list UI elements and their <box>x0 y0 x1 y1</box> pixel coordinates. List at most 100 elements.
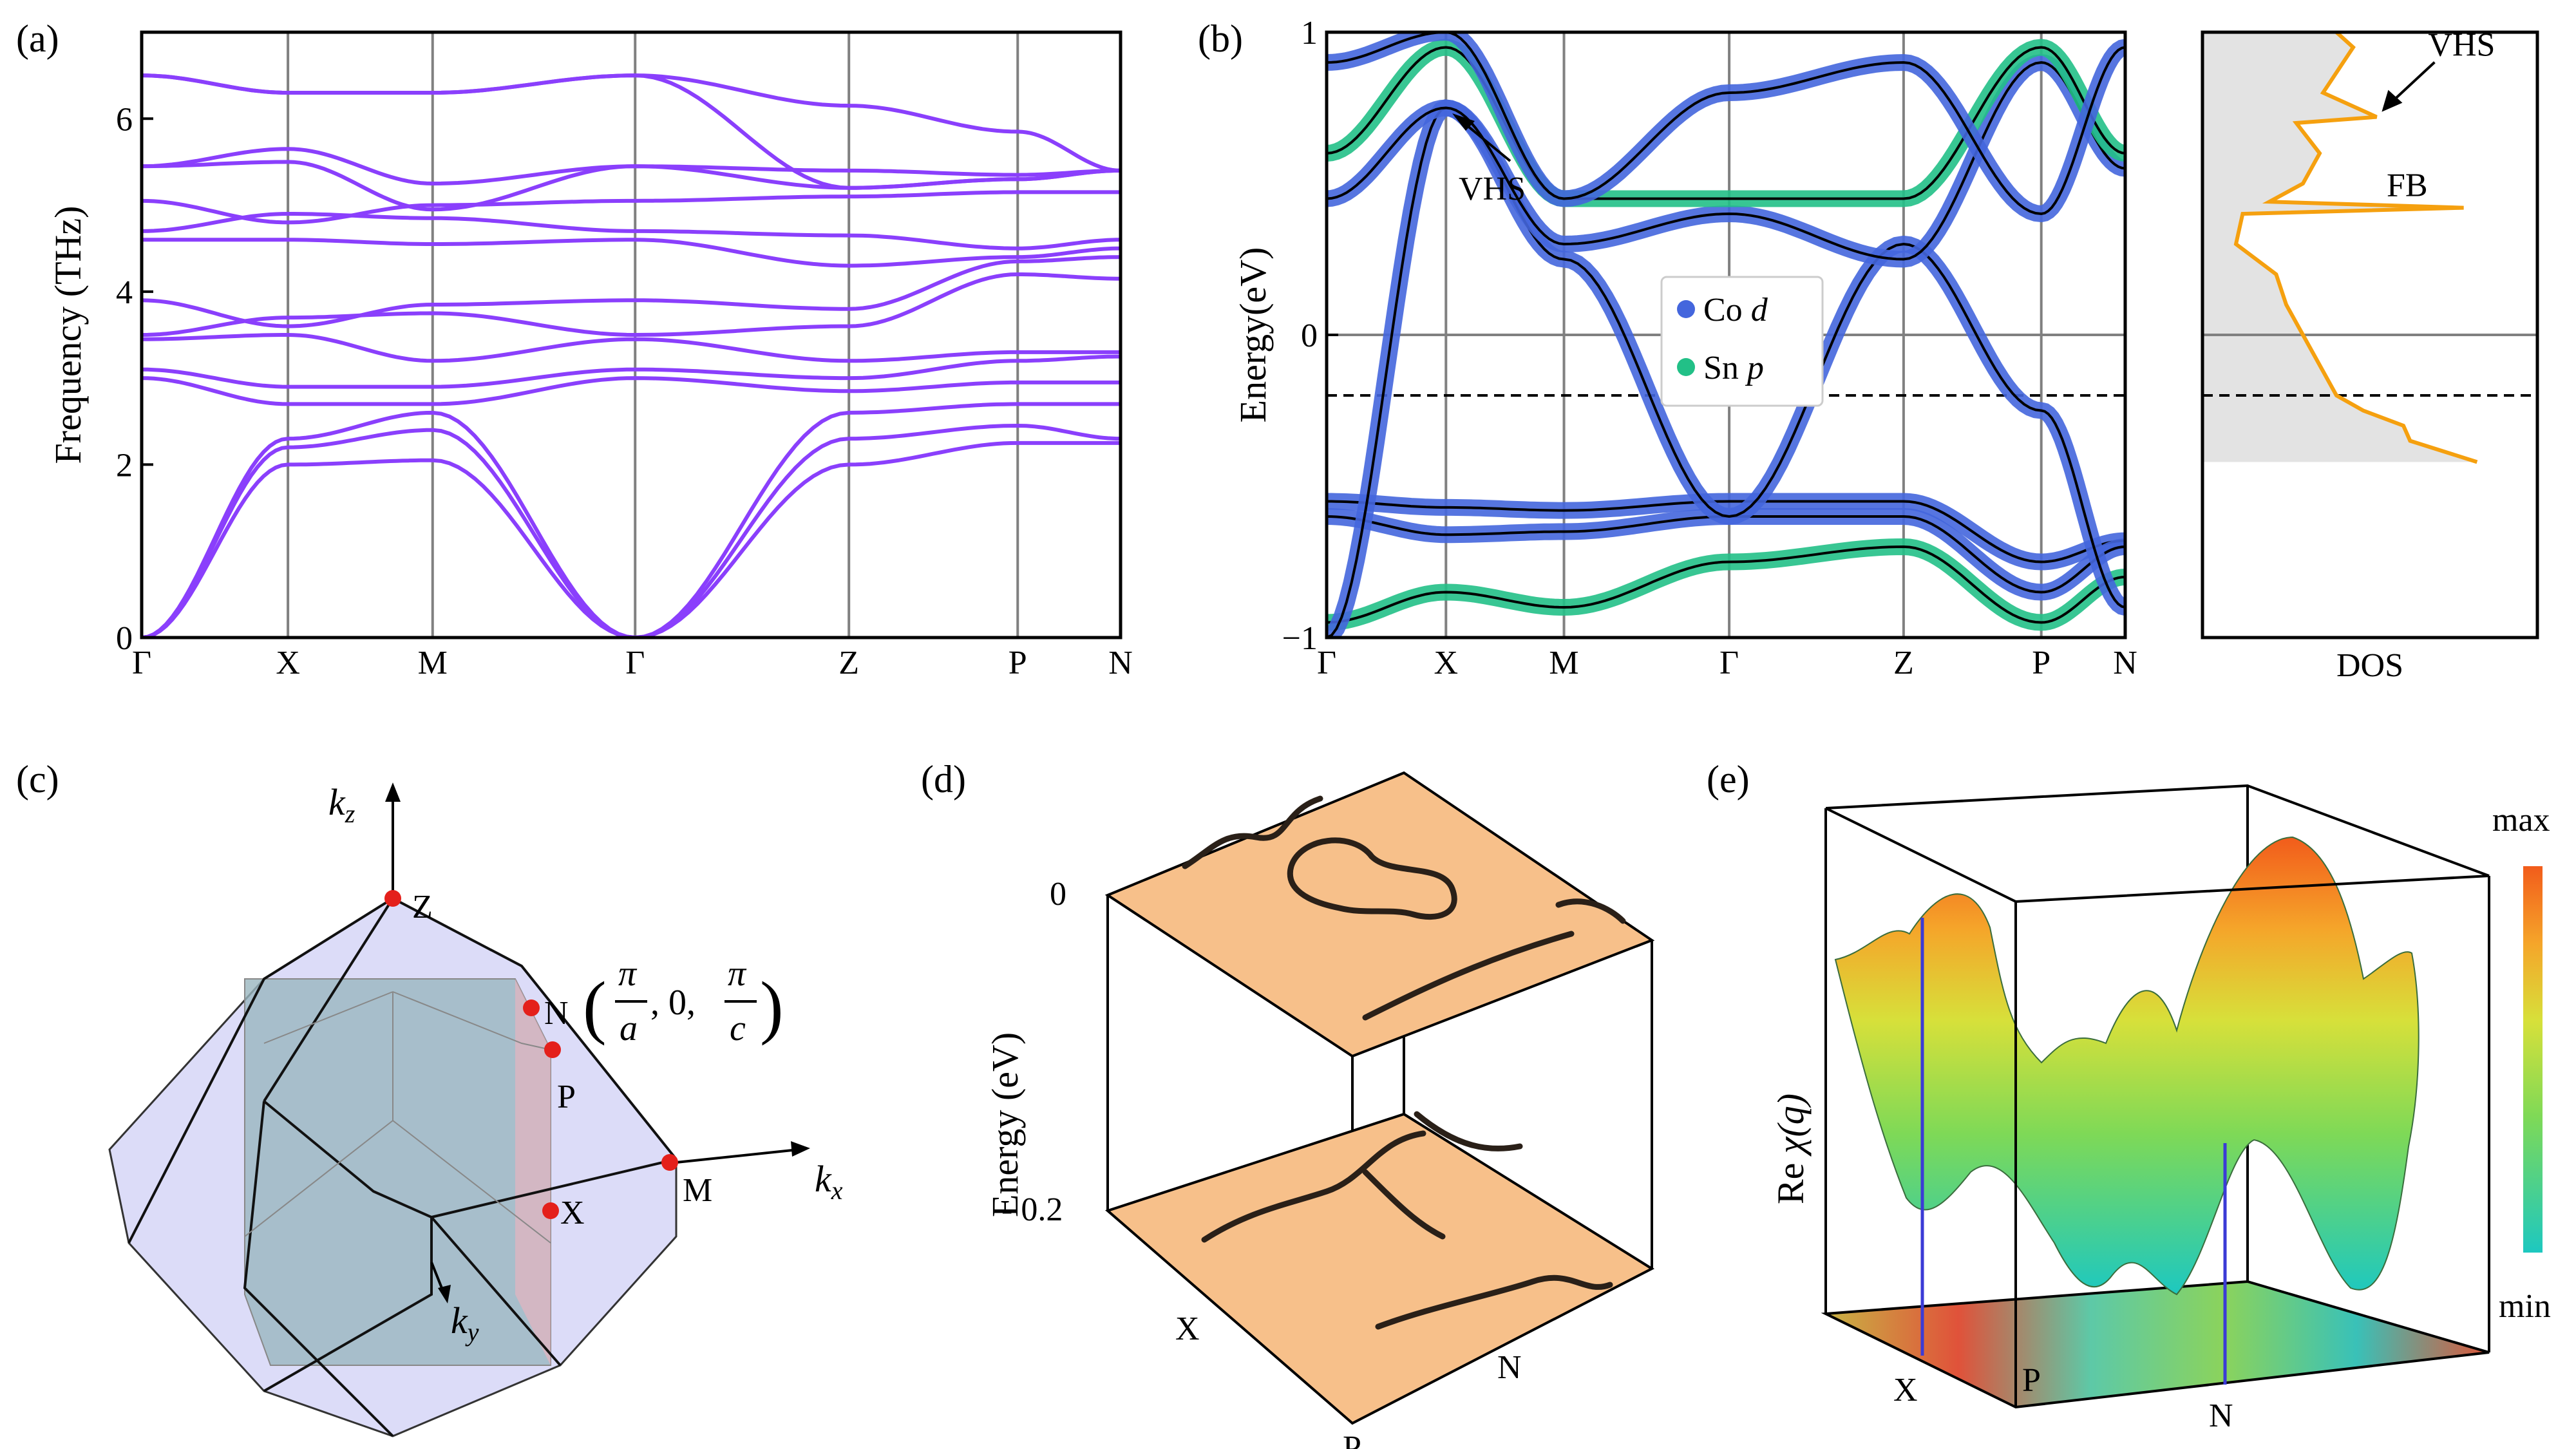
panel-d-surfaces: Energy (eV) 0 - 0.2 X N P <box>984 771 1655 1449</box>
e-edge <box>1825 807 2490 904</box>
n-coord-mid: , 0, <box>650 983 696 1023</box>
panel-e-label: (e) <box>1707 758 1750 800</box>
bz-label-P: P <box>557 1079 576 1115</box>
series-group <box>1327 32 2125 638</box>
kz-label: kz <box>328 781 355 828</box>
series-branch5 <box>142 354 1121 389</box>
bz-edge <box>263 1100 562 1367</box>
d-top-plane <box>1104 771 1655 1058</box>
d-bottom-plane <box>1105 1112 1655 1425</box>
legend-sn-marker <box>1677 358 1695 376</box>
bz-edge <box>263 1217 433 1392</box>
bz-label-M: M <box>683 1172 712 1209</box>
ky-label: ky <box>451 1300 479 1347</box>
e-ylabel: Re χ(q) <box>1770 1094 1812 1204</box>
ytick-label: 1 <box>1301 15 1318 52</box>
e-edge <box>1825 784 2490 877</box>
legend-sn-text: Sn p <box>1703 350 1764 386</box>
d-contour <box>1201 1130 1426 1243</box>
bz-edge <box>128 897 394 1244</box>
series-band7 <box>1327 32 2125 216</box>
series-dos <box>2233 30 2478 464</box>
bz-point-Z <box>384 890 401 907</box>
panel-c-label: (c) <box>16 758 59 800</box>
series-branch15 <box>142 73 1121 173</box>
ytick-label: 4 <box>116 274 133 311</box>
bz-edge <box>431 1158 677 1218</box>
kx-axis <box>676 1148 799 1164</box>
vhs-label-b: VHS <box>1459 171 1526 207</box>
bz-edge <box>263 897 394 1103</box>
d-tick-02: - 0.2 <box>1001 1191 1063 1228</box>
xtick-label: M <box>418 645 448 681</box>
dos-vhs-label: VHS <box>2428 27 2495 64</box>
bz-point-P <box>544 1041 561 1058</box>
panel-e-chi: Re χ(q) X P N max min <box>1770 784 2551 1434</box>
d-contour <box>1555 898 1626 924</box>
e-box-front <box>1825 807 2490 1407</box>
bz-edge <box>392 897 677 1160</box>
ytick-label: 0 <box>1301 317 1318 354</box>
series-band1 <box>1327 500 2125 564</box>
plot-frame <box>140 30 1122 639</box>
ytick-label: −1 <box>1282 620 1318 657</box>
dos-vhs-arrow-head <box>2382 90 2403 112</box>
series-band3 <box>1327 545 2125 624</box>
bz-hidden-edge <box>244 1120 393 1237</box>
bz-hidden-edges <box>244 991 551 1244</box>
panel-b-bands: −1 0 1 Γ X M Γ Z P N Energy(eV) <box>1232 15 2137 681</box>
bz-point-N <box>523 999 540 1016</box>
legend-b: Co d Sn p <box>1660 276 1824 407</box>
d-tick-0: 0 <box>1050 876 1066 913</box>
n-coord-pi1: π <box>618 954 638 994</box>
dos-xlabel: DOS <box>2336 647 2403 684</box>
d-contour-pocket <box>1287 837 1457 920</box>
series-group <box>142 73 1121 638</box>
d-contour <box>1375 1274 1613 1330</box>
vhs-arrow-head <box>1452 113 1475 131</box>
bz-label-X: X <box>560 1195 585 1231</box>
ylabel: Frequency (THz) <box>47 206 89 464</box>
d-contour <box>1362 1169 1446 1240</box>
e-surface <box>1834 836 2420 1296</box>
ytick-label: 6 <box>116 101 133 138</box>
panel-b-label: (b) <box>1198 17 1243 60</box>
series-branch4 <box>142 376 1121 406</box>
xtick-label: Γ <box>132 645 151 681</box>
e-label-P: P <box>2022 1362 2041 1399</box>
bz-hidden-edge <box>392 991 551 1050</box>
bz-point-M <box>661 1154 678 1171</box>
d-contour <box>1414 1111 1523 1151</box>
e-label-N: N <box>2209 1397 2233 1434</box>
kx-arrow <box>791 1141 810 1157</box>
d-label-X: X <box>1175 1311 1200 1347</box>
bz-edge <box>243 1101 394 1437</box>
xtick-label: Γ <box>625 645 645 681</box>
n-coordinate: ( π a , 0, π c ) <box>583 954 784 1048</box>
ky-arrow <box>438 1285 451 1303</box>
xtick-label: N <box>1108 645 1133 681</box>
panel-b-dos: DOS VHS FB <box>2201 27 2539 684</box>
d-ylabel: Energy (eV) <box>984 1032 1026 1217</box>
panel-d-label: (d) <box>921 758 966 800</box>
series-branch13 <box>142 147 1121 186</box>
d-bottom-contours <box>1201 1111 1613 1330</box>
legend-box <box>1660 276 1824 407</box>
e-label-X: X <box>1893 1372 1918 1408</box>
e-colorbar-min: min <box>2499 1288 2551 1325</box>
n-coord-c: c <box>730 1009 746 1048</box>
series-branch1 <box>142 440 1121 638</box>
xtick-label: Γ <box>1719 645 1739 681</box>
series-branch7 <box>142 272 1121 337</box>
legend-co-text: Co d <box>1703 292 1768 328</box>
d-label-P: P <box>1343 1430 1361 1449</box>
series-band6 <box>1327 46 2125 200</box>
kz-arrow <box>385 782 401 802</box>
xtick-label: P <box>1009 645 1027 681</box>
d-top-contours <box>1182 795 1626 1021</box>
bz-front-edges <box>128 897 677 1437</box>
bz-side-face <box>515 979 551 1365</box>
ylabel: Energy(eV) <box>1232 247 1274 423</box>
e-colorbar-max: max <box>2492 802 2550 838</box>
